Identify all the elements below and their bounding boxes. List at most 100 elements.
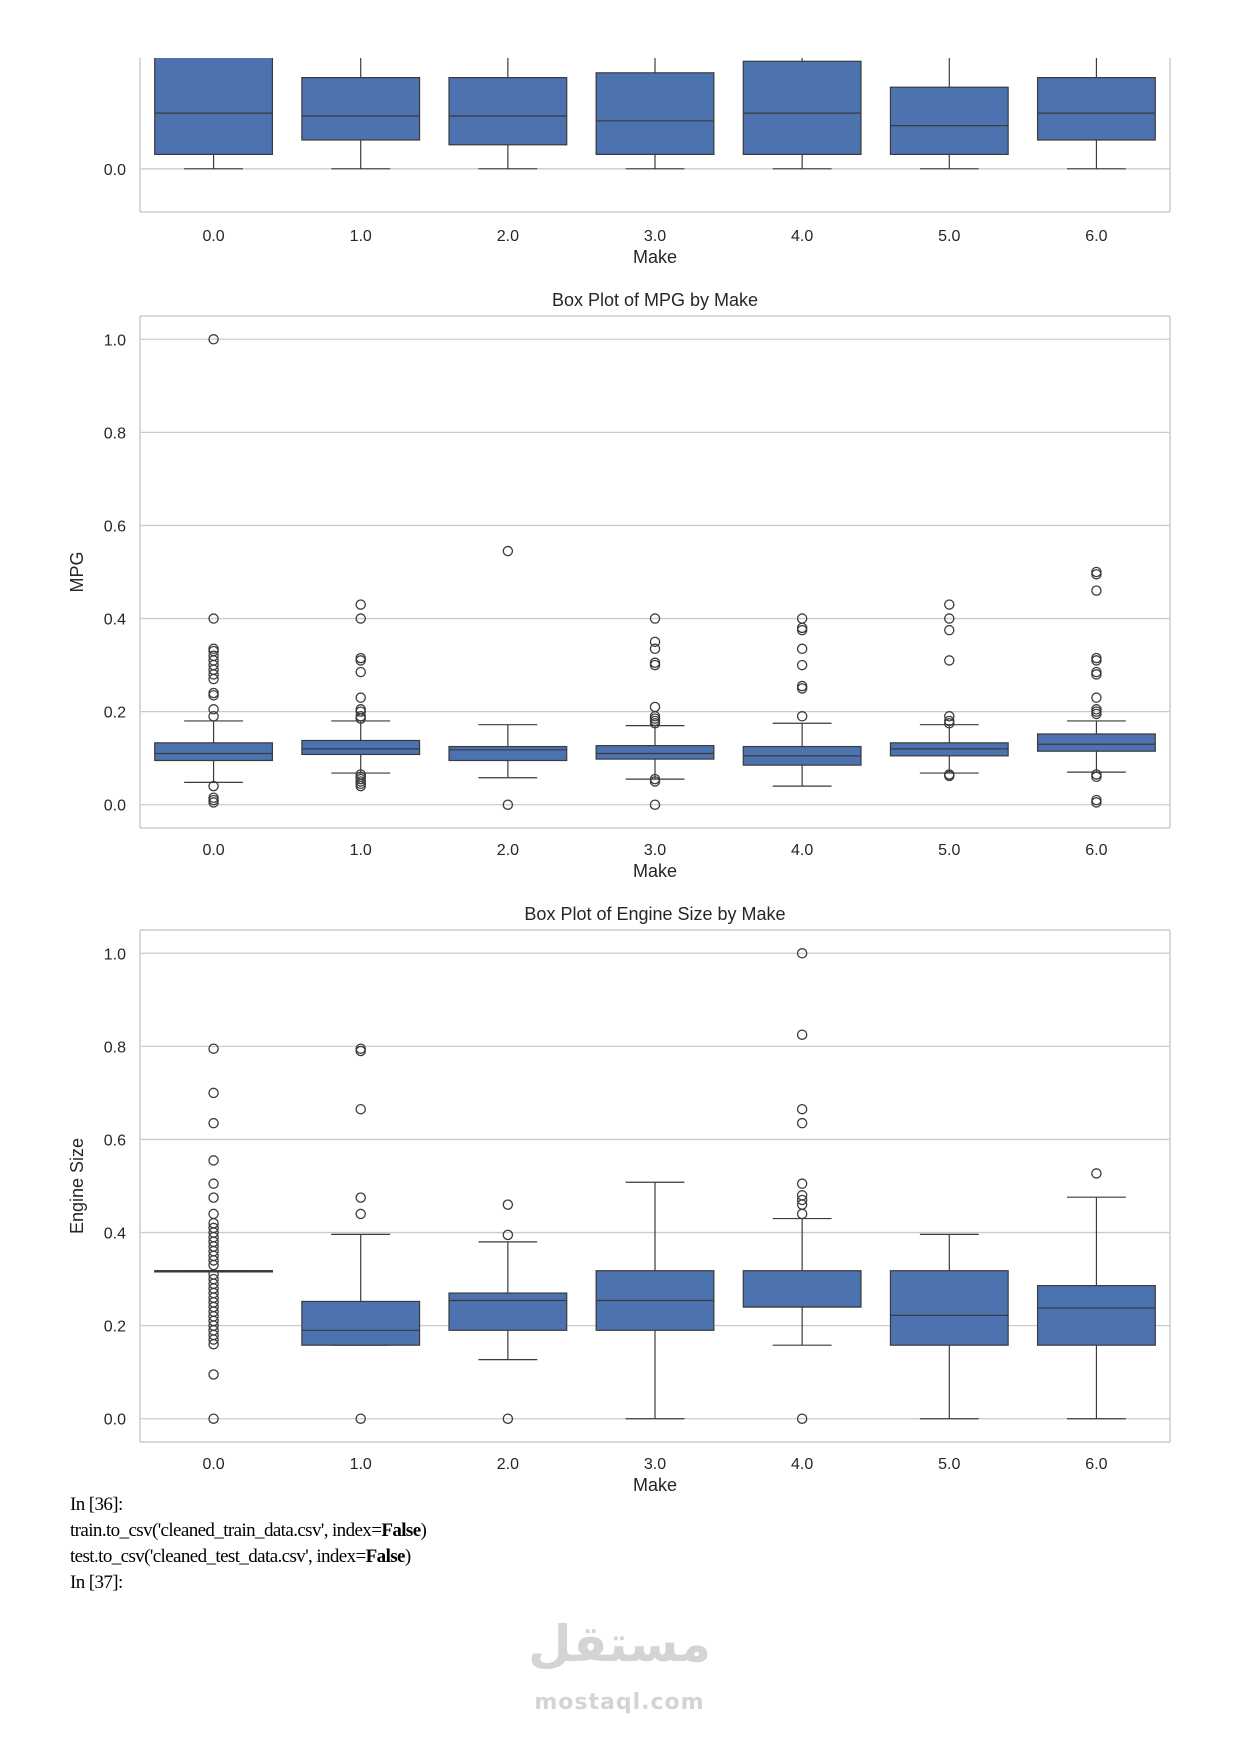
outlier-point bbox=[208, 1222, 219, 1234]
x-tick-label: 6.0 bbox=[1085, 1456, 1107, 1473]
chart-3: 0.0 0.2 0.4 0.6 0.8 1.0 0.0 1.0 2.0 3.0 4.0 5.0 6.0 M… bbox=[67, 904, 1171, 1495]
box-2.0 bbox=[448, 1199, 568, 1424]
x-tick-label: 4.0 bbox=[791, 842, 813, 859]
notebook-code: In [36]: train.to_csv('cleaned_train_dat… bbox=[70, 1492, 427, 1596]
x-tick-label: 3.0 bbox=[644, 228, 666, 245]
outlier-point bbox=[208, 780, 219, 792]
outlier-point bbox=[208, 643, 219, 655]
x-tick-label: 0.0 bbox=[202, 228, 224, 245]
y-tick-label: 0.0 bbox=[104, 1412, 126, 1429]
outlier-point bbox=[208, 334, 219, 345]
outlier-point bbox=[355, 1192, 366, 1203]
x-axis-label: Make bbox=[633, 1475, 677, 1495]
outlier-point bbox=[649, 636, 661, 648]
cell-prompt-37: In [37]: bbox=[70, 1572, 123, 1593]
x-tick-label: 1.0 bbox=[350, 1456, 372, 1473]
box-iqr bbox=[595, 745, 715, 760]
outlier-point bbox=[796, 1190, 808, 1201]
x-tick-label: 0.0 bbox=[202, 842, 224, 859]
outlier-point bbox=[944, 624, 955, 636]
outlier-point bbox=[208, 704, 219, 715]
outlier-point bbox=[355, 711, 366, 722]
box-iqr bbox=[448, 76, 568, 146]
y-tick-label: 0.0 bbox=[104, 162, 126, 179]
y-tick-label: 0.8 bbox=[104, 425, 126, 442]
box-3.0 bbox=[595, 1181, 715, 1420]
outlier-point bbox=[944, 769, 955, 780]
outlier-point bbox=[796, 659, 808, 671]
outlier-point bbox=[355, 613, 366, 624]
outlier-point bbox=[208, 1369, 219, 1380]
x-tick-label: 5.0 bbox=[938, 1456, 960, 1473]
y-tick-label: 0.4 bbox=[104, 612, 126, 629]
outlier-point bbox=[208, 1178, 219, 1189]
chart-title: Box Plot of Engine Size by Make bbox=[524, 904, 785, 924]
outlier-point bbox=[208, 1117, 219, 1129]
y-tick-label: 1.0 bbox=[104, 332, 126, 349]
outlier-point bbox=[208, 1043, 219, 1054]
chart-2: 0.0 0.2 0.4 0.6 0.8 1.0 0.0 1.0 2.0 3.0 4.0 5.0 6.0 M… bbox=[67, 290, 1171, 881]
outlier-point bbox=[502, 1413, 514, 1424]
box-iqr bbox=[1036, 76, 1156, 141]
x-tick-label: 0.0 bbox=[202, 1456, 224, 1473]
outlier-point bbox=[944, 715, 955, 727]
outlier-point bbox=[1091, 794, 1102, 806]
plot-area bbox=[154, 948, 1156, 1424]
x-axis-label: Make bbox=[633, 861, 677, 881]
outlier-point bbox=[649, 799, 661, 810]
outlier-point bbox=[355, 599, 366, 610]
outlier-point bbox=[502, 799, 514, 810]
box-iqr bbox=[889, 86, 1009, 155]
y-tick-label: 0.6 bbox=[104, 518, 126, 535]
outlier-point bbox=[796, 643, 808, 655]
outlier-point bbox=[208, 1192, 219, 1203]
outlier-point bbox=[502, 1229, 514, 1241]
x-tick-label: 4.0 bbox=[791, 1456, 813, 1473]
x-tick-label: 2.0 bbox=[497, 1456, 519, 1473]
outlier-point bbox=[355, 692, 366, 703]
outlier-point bbox=[944, 613, 955, 624]
box-2.0 bbox=[448, 58, 568, 170]
box-iqr bbox=[595, 72, 715, 156]
outlier-point bbox=[208, 1087, 219, 1099]
x-axis-label: Make bbox=[633, 247, 677, 267]
x-tick-label: 3.0 bbox=[644, 1456, 666, 1473]
x-tick-label: 6.0 bbox=[1085, 842, 1107, 859]
outlier-point bbox=[1091, 666, 1102, 678]
box-2.0 bbox=[448, 545, 568, 810]
y-tick-label: 0.0 bbox=[104, 798, 126, 815]
box-iqr bbox=[742, 1270, 862, 1308]
code-line-test: test.to_csv('cleaned_test_data.csv', ind… bbox=[70, 1546, 411, 1567]
outlier-point bbox=[1091, 692, 1102, 703]
watermark-text: mostaql.com bbox=[534, 1690, 705, 1715]
box-1.0 bbox=[301, 58, 421, 170]
outlier-point bbox=[208, 687, 219, 699]
box-1.0 bbox=[301, 1043, 421, 1424]
outlier-point bbox=[796, 1194, 808, 1206]
x-tick-label: 6.0 bbox=[1085, 228, 1107, 245]
outlier-point bbox=[355, 1208, 366, 1220]
box-5.0 bbox=[889, 1233, 1009, 1420]
outlier-point bbox=[649, 657, 661, 669]
outlier-point bbox=[1091, 769, 1102, 780]
box-5.0 bbox=[889, 599, 1009, 782]
box-6.0 bbox=[1036, 58, 1156, 170]
y-axis-label: Engine Size bbox=[67, 1138, 87, 1234]
outlier-point bbox=[796, 948, 808, 959]
outlier-point bbox=[355, 769, 366, 780]
x-tick-label: 1.0 bbox=[350, 228, 372, 245]
y-tick-label: 0.2 bbox=[104, 705, 126, 722]
box-4.0 bbox=[742, 948, 862, 1424]
outlier-point bbox=[649, 643, 661, 655]
outlier-point bbox=[944, 655, 955, 666]
y-axis-label: MPG bbox=[67, 551, 87, 592]
outlier-point bbox=[796, 680, 808, 692]
outlier-point bbox=[355, 652, 366, 664]
outlier-point bbox=[796, 711, 808, 722]
outlier-point bbox=[1091, 1168, 1102, 1179]
box-1.0 bbox=[301, 599, 421, 792]
watermark-logo: مستقل bbox=[528, 1615, 711, 1673]
outlier-point bbox=[944, 711, 955, 722]
box-iqr bbox=[448, 1292, 568, 1331]
